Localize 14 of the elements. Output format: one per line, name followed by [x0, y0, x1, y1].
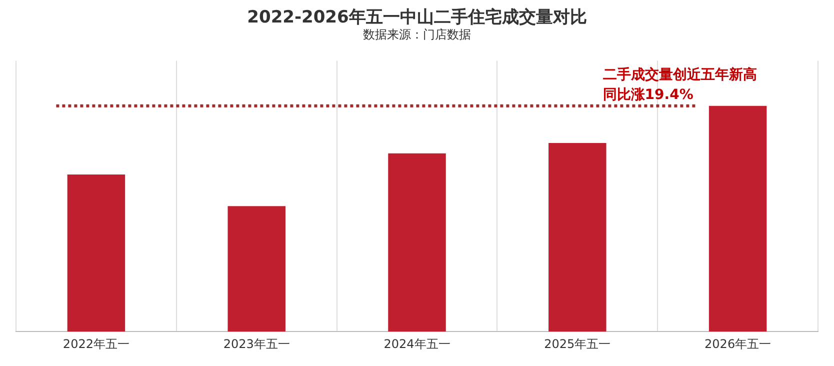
- x-tick-label: 2025年五一: [544, 336, 611, 351]
- text: 二手成交量创近五年新高: [602, 66, 757, 83]
- bar: [388, 153, 446, 332]
- x-tick-label: 2023年五一: [223, 336, 290, 351]
- text: 同比涨19.4%: [602, 86, 694, 103]
- x-tick-label: 2022年五一: [62, 336, 130, 351]
- x-tick-label: 2026年五一: [704, 336, 772, 351]
- bar: [228, 206, 286, 332]
- bar: [67, 174, 126, 332]
- chart-subtitle: 数据来源：门店数据: [363, 28, 471, 42]
- x-tick-label: 2024年五一: [384, 336, 450, 351]
- bar: [708, 106, 767, 332]
- chart-title: 2022-2026年五一中山二手住宅成交量对比: [247, 8, 587, 28]
- bar: [548, 142, 606, 332]
